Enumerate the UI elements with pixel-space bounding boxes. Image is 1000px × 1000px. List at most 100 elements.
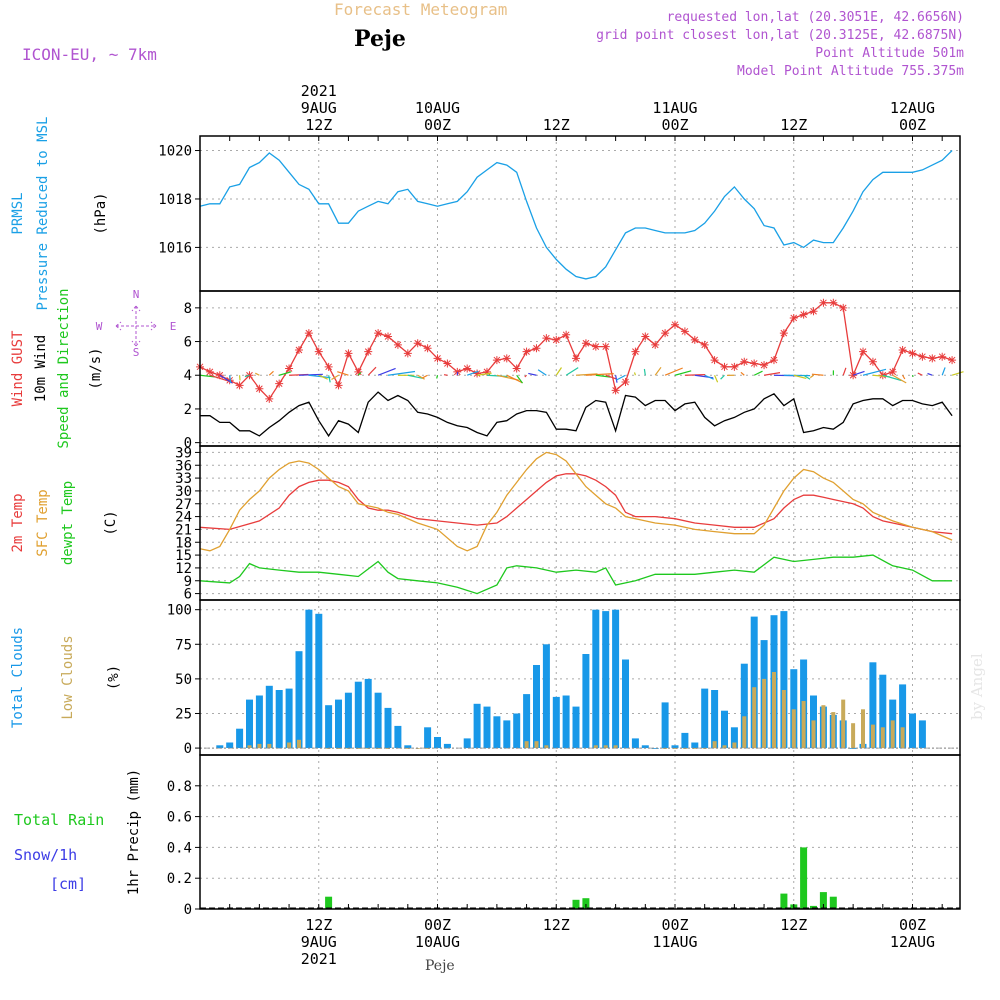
wind-arrow <box>951 371 964 376</box>
wind-arrow <box>615 375 618 383</box>
y-tick-label: 21 <box>175 522 192 538</box>
bottom-time-label: 10AUG <box>415 933 460 951</box>
wind-arrow <box>298 373 323 376</box>
top-time-label: 12Z <box>543 116 570 134</box>
gust-marker <box>294 345 303 354</box>
gust-marker <box>492 356 501 365</box>
bar-1 <box>603 745 608 749</box>
wind-arrow <box>209 374 229 382</box>
bar-0 <box>790 669 798 749</box>
bar-1 <box>297 739 301 749</box>
bar-1 <box>870 724 875 749</box>
gust-marker <box>918 352 927 361</box>
bar-1 <box>356 748 361 749</box>
wind-arrow <box>803 374 811 380</box>
bar-0 <box>533 665 540 748</box>
bar-0 <box>651 748 659 749</box>
bar-0 <box>631 738 639 749</box>
y-tick-label: 1016 <box>158 240 192 256</box>
bar-0 <box>552 696 560 749</box>
bar-1 <box>831 712 836 749</box>
y-tick-label: 1018 <box>158 192 192 208</box>
bar-0 <box>384 707 392 748</box>
bar-0 <box>691 742 699 748</box>
gust-marker <box>661 329 670 338</box>
gridpoint-coords: grid point closest lon,lat (20.3125E, 42… <box>596 28 964 43</box>
panel-frame <box>199 754 961 910</box>
bar-1 <box>722 745 727 749</box>
y-tick-label: 0.4 <box>167 840 192 856</box>
wind-arrow <box>720 374 725 380</box>
y-axis-label: SFC Temp <box>35 489 51 556</box>
wind-arrow <box>516 374 523 384</box>
bar-1 <box>752 687 757 749</box>
bar-0 <box>810 905 817 909</box>
gust-marker <box>532 344 541 353</box>
y-tick-label: 33 <box>175 471 192 487</box>
gust-marker <box>948 356 957 365</box>
bar-1 <box>544 745 549 749</box>
bar-1 <box>425 748 430 749</box>
bar-0 <box>780 893 788 909</box>
y-tick-label: 24 <box>175 510 192 526</box>
wind-arrow <box>244 374 250 378</box>
y-tick-label: 0.6 <box>167 810 192 826</box>
bar-0 <box>265 685 273 749</box>
bar-1 <box>593 745 598 749</box>
gust-marker <box>769 356 778 365</box>
bar-1 <box>287 742 292 748</box>
wind-arrow <box>674 370 692 376</box>
gust-marker <box>868 357 877 366</box>
legend-snow: Snow/1h <box>14 846 77 864</box>
y-axis-label: Wind GUST <box>10 330 26 406</box>
watermark: by Angel <box>968 653 986 720</box>
bar-0 <box>730 727 738 749</box>
bottom-time-label: 00Z <box>661 916 688 934</box>
gust-marker <box>671 320 679 329</box>
bottom-time-label: 00Z <box>899 916 926 934</box>
wind-arrow <box>331 374 339 381</box>
bar-0 <box>463 738 471 749</box>
compass-arrows <box>115 305 157 347</box>
gust-marker <box>690 335 699 344</box>
gust-marker <box>285 364 294 373</box>
bar-0 <box>374 692 382 749</box>
gust-marker <box>433 354 442 363</box>
wind-arrow <box>595 374 611 378</box>
gust-marker <box>572 354 581 363</box>
bar-1 <box>247 745 252 749</box>
gust-marker <box>710 356 719 365</box>
bar-1 <box>712 741 717 749</box>
bar-0 <box>918 720 926 749</box>
gust-marker <box>552 335 561 344</box>
gust-marker <box>591 342 600 351</box>
gust-marker <box>423 344 432 353</box>
bar-1 <box>861 709 865 749</box>
wind-arrow <box>476 372 492 376</box>
bar-0 <box>424 727 432 749</box>
model-altitude: Model Point Altitude 755.375m <box>737 64 964 79</box>
wind-arrow <box>229 375 232 383</box>
gust-marker <box>601 342 610 351</box>
bar-1 <box>742 716 747 749</box>
bottom-time-label: 12AUG <box>890 933 935 951</box>
y-tick-label: 1020 <box>158 144 192 160</box>
wind-arrow <box>643 368 646 376</box>
time-ticks <box>199 136 943 909</box>
y-axis-label: Low Clouds <box>60 635 76 719</box>
wind-arrow <box>537 369 547 376</box>
footer-location: Peje <box>425 958 455 974</box>
wind-arrow <box>927 372 933 376</box>
bar-0 <box>503 720 511 749</box>
bar-0 <box>869 662 877 749</box>
gust-marker <box>304 329 313 338</box>
series-line-1 <box>199 451 953 552</box>
wind-arrow <box>524 374 527 378</box>
top-time-label: 12AUG <box>890 99 935 117</box>
wind-arrows <box>199 366 964 384</box>
y-tick-label: 6 <box>184 587 192 603</box>
bottom-time-label: 12Z <box>543 916 570 934</box>
bar-1 <box>267 743 272 749</box>
